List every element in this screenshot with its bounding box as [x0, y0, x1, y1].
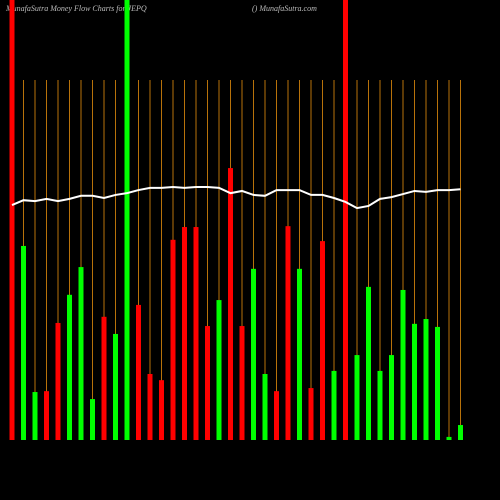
bar [239, 326, 245, 440]
bar [21, 245, 26, 440]
bar [78, 267, 84, 440]
bar [124, 0, 130, 440]
bar [354, 355, 360, 440]
bar [90, 399, 95, 440]
bar [216, 300, 222, 440]
bar [44, 391, 49, 440]
bar [366, 286, 371, 440]
bar [251, 268, 256, 440]
bar [285, 226, 291, 440]
bar [32, 392, 38, 440]
bar [55, 322, 61, 440]
bar [136, 304, 141, 440]
bar [389, 355, 394, 440]
bar [320, 241, 325, 440]
bar [446, 436, 452, 440]
bar [182, 227, 187, 440]
bar [9, 0, 15, 440]
bar [458, 425, 463, 440]
bar [331, 370, 337, 440]
chart-title: MunafaSutra Money Flow Charts for JEPQ [5, 4, 147, 13]
bar [170, 239, 176, 440]
bar [274, 391, 279, 440]
chart-subtitle: () MunafaSutra.com [252, 4, 317, 13]
bar [101, 316, 107, 440]
bar [113, 333, 118, 440]
bar [147, 374, 153, 440]
bar [262, 374, 268, 440]
bar [67, 294, 72, 440]
bar [400, 289, 406, 440]
bar [377, 370, 383, 440]
bar [159, 380, 164, 440]
money-flow-line [11, 185, 461, 210]
bar [297, 268, 302, 440]
bar [412, 323, 417, 440]
bar [435, 326, 440, 440]
bar [193, 227, 199, 440]
bar [343, 0, 348, 440]
bar [205, 326, 210, 440]
bar [228, 168, 233, 440]
bar [308, 388, 314, 440]
bar [423, 319, 429, 440]
